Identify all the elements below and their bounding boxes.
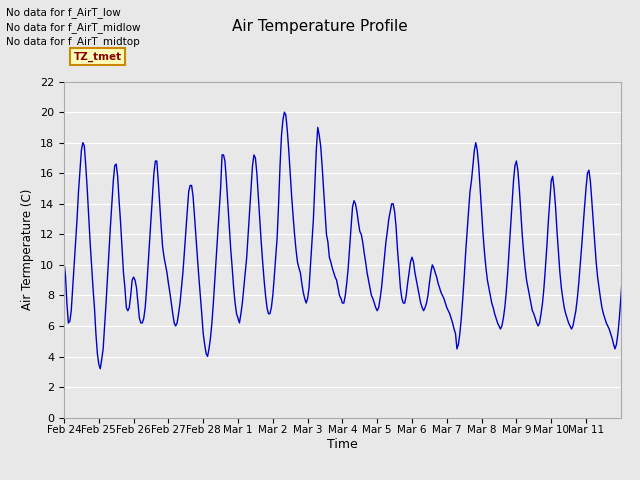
Text: No data for f_AirT_midlow: No data for f_AirT_midlow bbox=[6, 22, 141, 33]
Text: No data for f_AirT_low: No data for f_AirT_low bbox=[6, 7, 121, 18]
Text: Air Temperature Profile: Air Temperature Profile bbox=[232, 19, 408, 34]
Y-axis label: Air Termperature (C): Air Termperature (C) bbox=[22, 189, 35, 310]
X-axis label: Time: Time bbox=[327, 438, 358, 451]
Text: TZ_tmet: TZ_tmet bbox=[74, 51, 122, 61]
Text: No data for f_AirT_midtop: No data for f_AirT_midtop bbox=[6, 36, 140, 47]
